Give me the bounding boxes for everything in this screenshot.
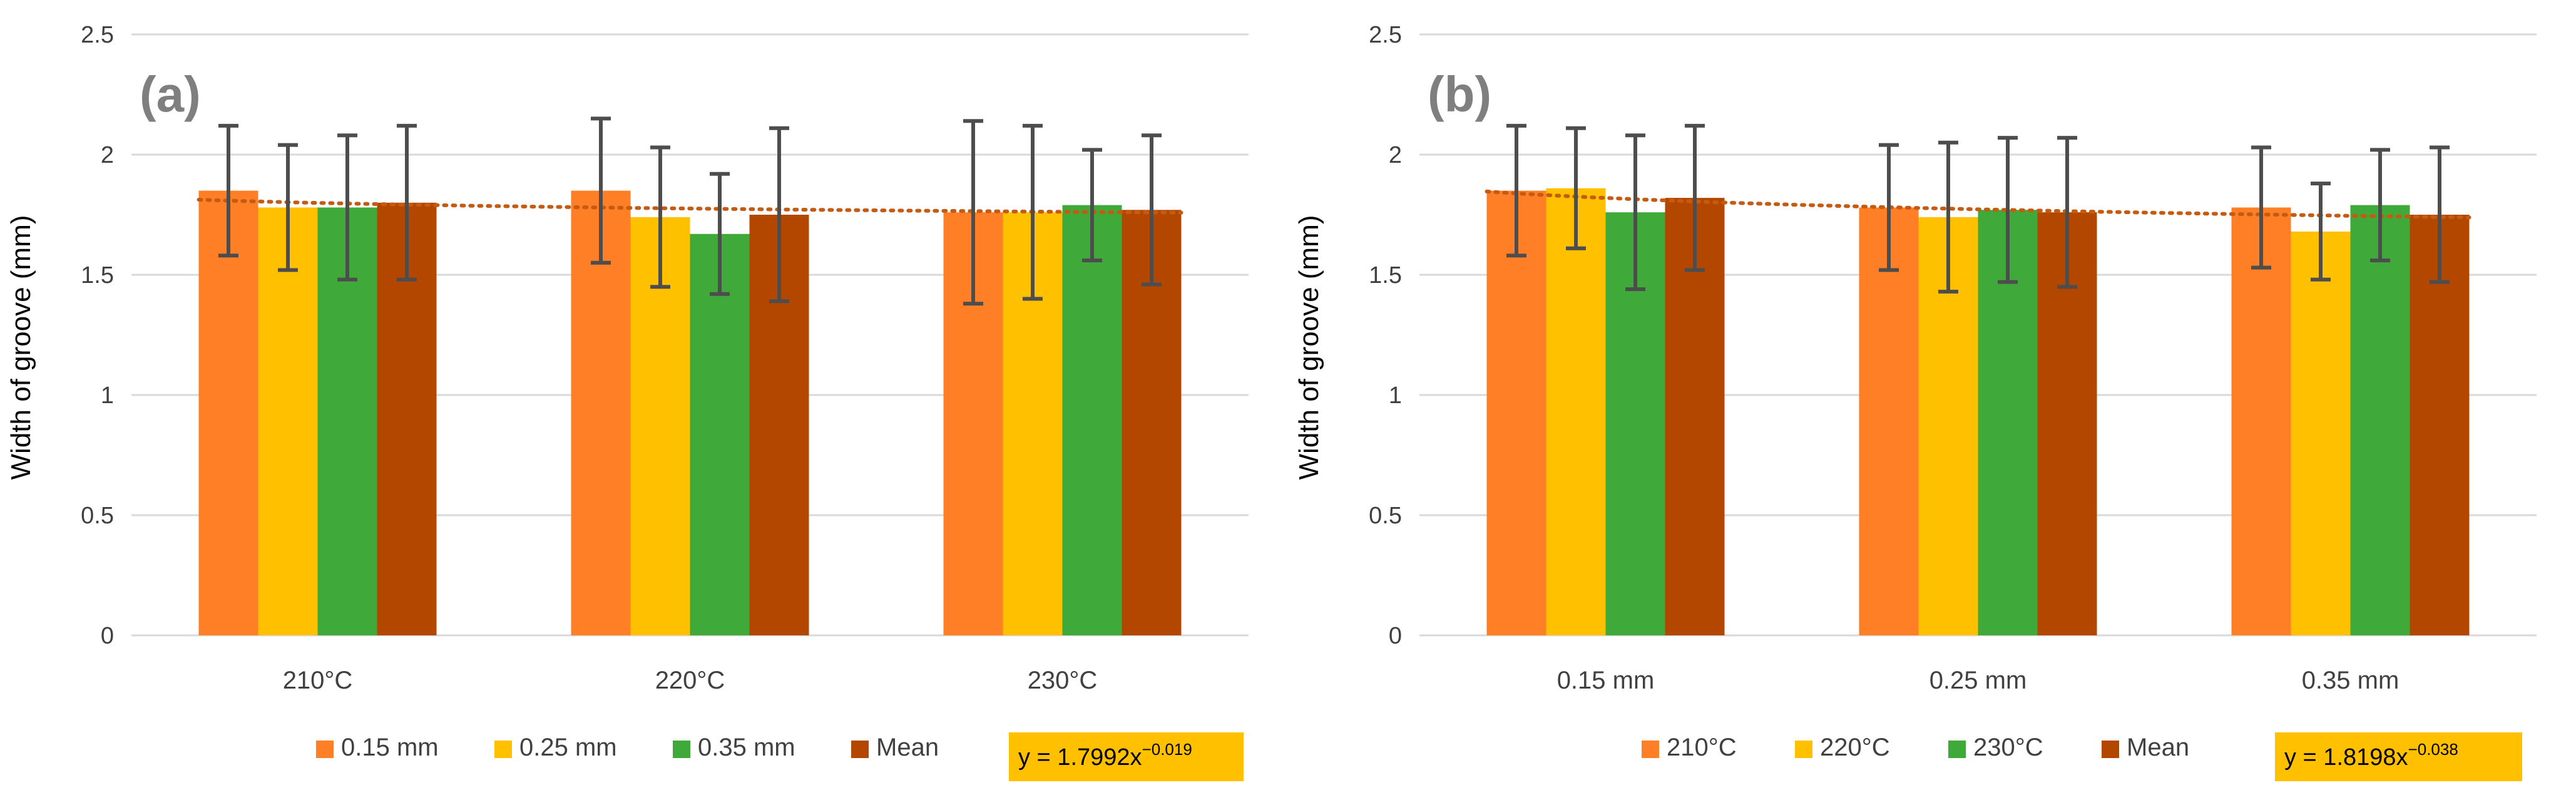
x-tick-label: 220°C xyxy=(655,667,725,694)
x-tick-label: 0.25 mm xyxy=(1929,667,2027,694)
equation-exponent: −0.038 xyxy=(2408,740,2458,759)
y-tick-label: 1.5 xyxy=(81,262,114,289)
y-tick-label: 1.5 xyxy=(1369,262,1402,289)
equation-exponent: −0.019 xyxy=(1142,740,1192,759)
error-bar xyxy=(218,123,238,258)
chart-panel-b: 0 0.5 1 1.5 2 2.5 Width of groove (mm) 0.15 mm 0… xyxy=(1294,22,2537,781)
legend-swatch xyxy=(494,741,512,758)
bar xyxy=(1486,190,1546,636)
y-tick-label: 2 xyxy=(101,142,114,168)
legend-label: Mean xyxy=(876,734,939,761)
bar xyxy=(1859,207,1919,636)
y-tick-label: 0.5 xyxy=(81,503,114,529)
bar xyxy=(2231,207,2291,636)
equation-base: y = 1.7992x xyxy=(1018,744,1142,771)
chart-panel-a: 0 0.5 1 1.5 2 2.5 Width of groove (mm) 210°C 220… xyxy=(6,22,1249,781)
legend-swatch xyxy=(1642,741,1659,758)
y-tick-label: 0 xyxy=(1389,623,1402,649)
legend-swatch xyxy=(673,741,690,758)
panel-label: (b) xyxy=(1428,66,1491,122)
bar xyxy=(2350,205,2410,635)
error-bar xyxy=(2430,145,2450,284)
bar xyxy=(571,190,631,636)
error-bar xyxy=(1938,140,1958,294)
error-bar xyxy=(591,116,611,265)
error-bar xyxy=(1879,143,1899,272)
legend-label: 230°C xyxy=(1973,734,2043,761)
trendline xyxy=(1485,189,2471,220)
equation-box xyxy=(1009,732,1244,781)
y-axis-label: Width of groove (mm) xyxy=(6,215,36,480)
legend-swatch xyxy=(851,741,869,758)
bar xyxy=(1546,188,1606,635)
legend-label: 0.25 mm xyxy=(519,734,617,761)
error-bar xyxy=(650,145,670,289)
y-tick-label: 0.5 xyxy=(1369,503,1402,529)
legend-label: 0.15 mm xyxy=(341,734,439,761)
legend-swatch xyxy=(1795,741,1812,758)
error-bar xyxy=(1506,123,1526,258)
y-tick-label: 2 xyxy=(1389,142,1402,168)
error-bar xyxy=(1998,136,2018,284)
legend-swatch xyxy=(2102,741,2119,758)
x-tick-label: 0.15 mm xyxy=(1557,667,1655,694)
error-bar xyxy=(397,123,417,282)
legend-swatch xyxy=(316,741,334,758)
trendline-equation: y = 1.8198x−0.038 xyxy=(2284,740,2458,771)
error-bar xyxy=(2311,182,2331,282)
error-bar xyxy=(337,133,357,282)
legend-label: 0.35 mm xyxy=(698,734,795,761)
error-bar xyxy=(2057,136,2077,289)
legend-swatch xyxy=(1948,741,1966,758)
bar xyxy=(2291,231,2351,635)
y-tick-label: 2.5 xyxy=(1369,22,1402,48)
error-bar xyxy=(2370,148,2390,262)
panel-label: (a) xyxy=(140,66,201,122)
error-bar xyxy=(1142,133,1162,287)
bar xyxy=(198,190,258,636)
y-axis-label: Width of groove (mm) xyxy=(1294,215,1324,480)
error-bar xyxy=(710,172,730,296)
error-bar xyxy=(2251,145,2271,270)
y-tick-label: 1 xyxy=(1389,382,1402,409)
legend-label: Mean xyxy=(2127,734,2189,761)
error-bar xyxy=(1082,148,1102,262)
y-tick-label: 2.5 xyxy=(81,22,114,48)
error-bar xyxy=(1625,133,1645,292)
x-tick-label: 230°C xyxy=(1028,667,1098,694)
legend-label: 210°C xyxy=(1667,734,1737,761)
x-tick-label: 0.35 mm xyxy=(2302,667,2400,694)
bar xyxy=(2410,215,2470,635)
bar xyxy=(258,207,318,636)
equation-base: y = 1.8198x xyxy=(2284,744,2408,771)
bar xyxy=(690,233,750,636)
y-tick-label: 0 xyxy=(101,623,114,649)
y-tick-label: 1 xyxy=(101,382,114,409)
legend-label: 220°C xyxy=(1820,734,1890,761)
error-bar xyxy=(1566,126,1586,250)
error-bar xyxy=(1685,123,1705,272)
error-bar xyxy=(1023,123,1043,301)
trendline-equation: y = 1.7992x−0.019 xyxy=(1018,740,1192,771)
trendline xyxy=(197,198,1183,215)
bar xyxy=(1062,205,1122,635)
x-tick-label: 210°C xyxy=(283,667,353,694)
error-bar xyxy=(963,119,983,306)
error-bar xyxy=(278,143,298,272)
error-bar xyxy=(769,126,789,304)
equation-box xyxy=(2275,732,2522,781)
